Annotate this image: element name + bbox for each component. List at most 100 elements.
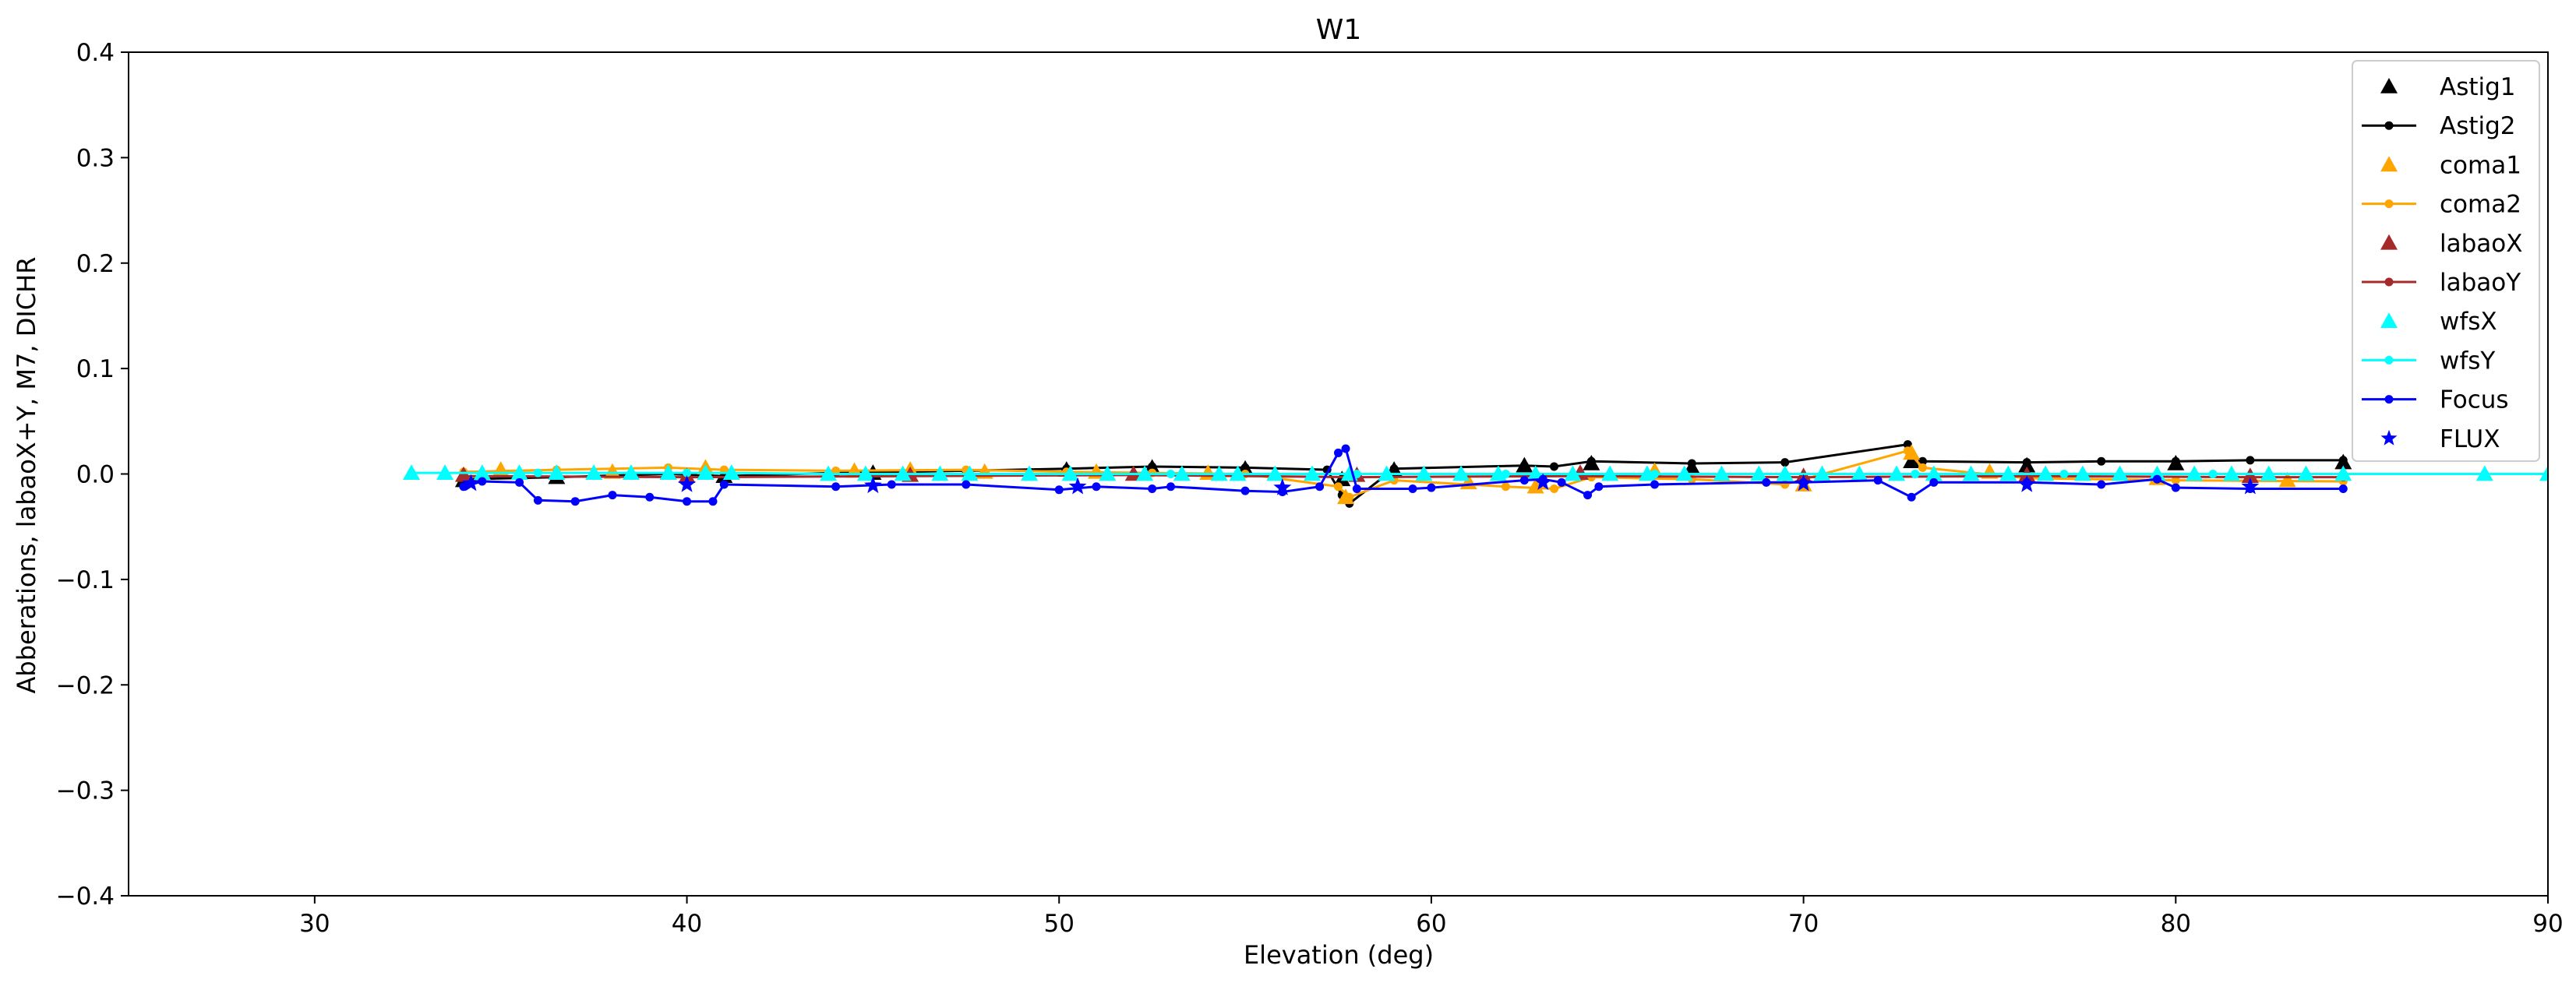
data-point-focus	[1092, 482, 1101, 492]
data-point-astig2	[2097, 456, 2106, 466]
series-flux	[462, 473, 2260, 495]
data-point-focus	[1341, 444, 1350, 453]
data-point-wfsy	[1352, 470, 1361, 478]
y-tick-label: −0.4	[56, 883, 115, 911]
data-point-focus	[962, 480, 971, 489]
legend-label: coma1	[2440, 151, 2521, 179]
data-point-astig2	[1550, 462, 1559, 471]
data-point-focus	[608, 491, 617, 500]
data-point-coma2	[2171, 476, 2180, 485]
legend-label: wfsY	[2440, 347, 2495, 375]
y-tick-label: 0.3	[76, 144, 115, 172]
legend-marker	[2380, 78, 2398, 93]
y-tick-label: −0.3	[56, 777, 115, 805]
legend-item-wfsy: wfsY	[2362, 347, 2495, 375]
data-point-wfsy	[683, 468, 692, 477]
legend-marker	[2380, 234, 2398, 250]
legend-label: Astig2	[2440, 112, 2516, 140]
data-point-focus	[459, 482, 468, 492]
data-point-focus	[1408, 484, 1417, 493]
x-axis: 30 40 50 60 70 80 90	[299, 896, 2564, 938]
x-tick-label: 60	[1416, 910, 1446, 938]
data-point-focus	[515, 477, 524, 487]
data-point-astig2	[2338, 456, 2348, 465]
data-point-astig2	[2022, 458, 2031, 467]
legend-item-flux: FLUX	[2380, 425, 2500, 453]
x-tick-label: 90	[2532, 910, 2563, 938]
data-point-focus	[2097, 480, 2106, 489]
data-point-wfsy	[1501, 470, 1510, 478]
data-point-focus	[2152, 474, 2161, 484]
data-point-flux	[1794, 474, 1812, 492]
data-point-coma2	[1903, 446, 1912, 456]
y-tick-label: 0.4	[76, 39, 115, 67]
data-point-focus	[1583, 491, 1593, 500]
legend-label: labaoY	[2440, 269, 2521, 297]
legend-item-focus: Focus	[2362, 386, 2509, 414]
legend-item-coma2: coma2	[2362, 191, 2521, 219]
legend-item-wfsx: wfsX	[2380, 308, 2497, 336]
legend-marker	[2380, 312, 2398, 328]
x-tick-label: 30	[299, 910, 330, 938]
data-point-astig1	[1333, 470, 1351, 487]
data-point-focus	[1148, 484, 1157, 493]
legend-label: coma2	[2440, 191, 2521, 219]
x-axis-label: Elevation (deg)	[1244, 940, 1434, 970]
legend-label: Focus	[2440, 386, 2509, 414]
data-point-wfsy	[1780, 470, 1790, 478]
data-point-coma2	[1345, 492, 1354, 502]
legend-marker	[2384, 395, 2394, 404]
data-point-wfsy	[2338, 470, 2348, 478]
data-point-astig2	[1903, 440, 1912, 449]
legend-marker	[2384, 277, 2394, 287]
legend-marker	[2384, 355, 2394, 365]
data-point-focus	[1315, 482, 1325, 492]
legend-label: FLUX	[2440, 425, 2500, 453]
legend-label: labaoX	[2440, 230, 2523, 258]
data-point-focus	[1352, 484, 1361, 493]
legend-label: wfsX	[2440, 308, 2497, 336]
legend-marker	[2384, 199, 2394, 209]
x-tick-label: 40	[672, 910, 702, 938]
data-point-coma1	[492, 461, 510, 477]
data-point-wfsy	[1233, 470, 1243, 478]
data-point-astig1	[1903, 453, 1921, 469]
series-focus	[459, 444, 2348, 506]
y-tick-label: 0.0	[76, 461, 115, 489]
data-point-astig2	[1780, 458, 1790, 467]
data-point-astig2	[2246, 456, 2255, 465]
data-point-focus	[1054, 485, 1064, 495]
data-point-wfsy	[1911, 470, 1920, 478]
series-line-labaoy	[463, 474, 2344, 479]
data-point-astig2	[1687, 459, 1696, 468]
y-tick-label: 0.1	[76, 355, 115, 383]
legend-marker	[2384, 121, 2394, 130]
y-tick-label: 0.2	[76, 250, 115, 278]
data-point-focus	[1907, 492, 1916, 502]
data-point-astig2	[1519, 461, 1529, 470]
series-layer	[403, 440, 2548, 508]
y-tick-label: −0.2	[56, 671, 115, 699]
data-point-wfsy	[2543, 470, 2548, 478]
y-axis-label: Abberations, labaoX+Y, M7, DICHR	[12, 257, 41, 694]
data-point-wfsy	[1166, 470, 1176, 478]
data-point-wfsy	[727, 468, 736, 477]
x-tick-label: 70	[1788, 910, 1819, 938]
legend-label: Astig1	[2440, 73, 2516, 101]
legend-item-labaoy: labaoY	[2362, 269, 2521, 297]
legend-item-labaox: labaoX	[2380, 230, 2523, 258]
legend-item-astig2: Astig2	[2362, 112, 2516, 140]
data-point-flux	[462, 474, 480, 492]
data-point-coma1	[604, 463, 621, 479]
data-point-focus	[645, 492, 655, 502]
data-point-focus	[2171, 483, 2180, 492]
data-point-coma1	[1526, 477, 1544, 494]
data-point-flux	[2241, 477, 2260, 495]
data-point-coma2	[1334, 482, 1343, 492]
data-point-focus	[1650, 480, 1660, 489]
legend-item-coma1: coma1	[2380, 151, 2521, 179]
data-point-focus	[2338, 484, 2348, 493]
data-point-wfsy	[2059, 470, 2069, 478]
data-point-flux	[1533, 473, 1552, 490]
